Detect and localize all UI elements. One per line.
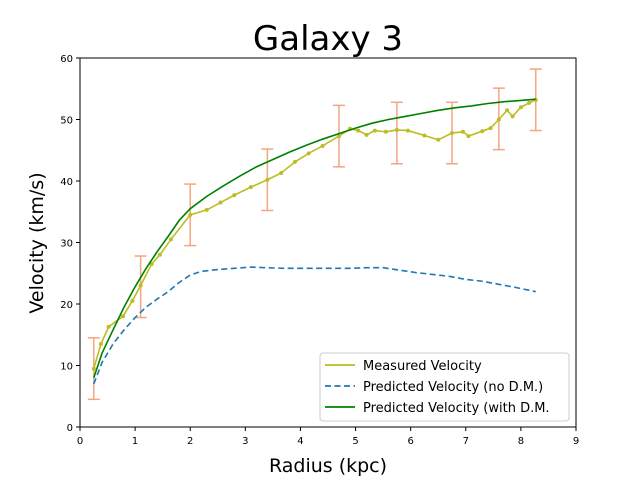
series-point: [436, 137, 441, 142]
series-point: [510, 114, 515, 119]
series-point: [157, 252, 162, 257]
series-point: [106, 324, 111, 329]
legend-box: [319, 352, 570, 422]
y-tick-label: 0: [67, 423, 73, 434]
series-line-2: [93, 98, 536, 379]
series-point: [383, 129, 388, 134]
series-point: [480, 129, 485, 134]
y-tick-label: 20: [60, 300, 73, 311]
x-tick-label: 3: [242, 436, 248, 447]
legend-label: Predicted Velocity (with D.M.: [363, 401, 550, 416]
y-tick-label: 50: [60, 116, 73, 127]
series-point: [168, 237, 173, 242]
series-point: [527, 100, 532, 105]
series-point: [496, 117, 501, 122]
series-point: [405, 128, 410, 133]
series-point: [265, 177, 270, 182]
x-tick-label: 7: [463, 436, 469, 447]
series-point: [98, 341, 103, 346]
series-point: [232, 193, 237, 198]
series-point: [204, 207, 209, 212]
series-point: [356, 128, 361, 133]
legend-label: Measured Velocity: [363, 359, 482, 374]
series-point: [279, 171, 284, 176]
y-tick-label: 10: [60, 362, 73, 373]
series-point: [320, 143, 325, 148]
series-point: [248, 185, 253, 190]
series-point: [518, 105, 523, 110]
plot-area: 0 1 2 3 4 5 6 7 8 9 0 10 20 30 40 50 60: [60, 54, 579, 447]
series-point: [394, 127, 399, 132]
y-tick-label: 30: [60, 239, 73, 250]
x-axis-label: Radius (kpc): [269, 455, 387, 477]
x-tick-label: 2: [187, 436, 193, 447]
y-tick-label: 60: [60, 54, 73, 65]
series-point: [450, 131, 454, 136]
x-tick-label: 8: [518, 436, 524, 447]
error-bar: [390, 101, 403, 165]
x-tick-label: 0: [77, 436, 83, 447]
series-point: [461, 129, 466, 134]
series-point: [466, 134, 471, 139]
series-point: [488, 126, 493, 131]
series-line-1: [93, 266, 536, 385]
series-point: [505, 108, 510, 113]
series-point: [372, 128, 377, 133]
x-tick-label: 1: [132, 436, 138, 447]
series-point: [91, 366, 96, 371]
series-point: [149, 262, 154, 267]
y-axis-label: Velocity (km/s): [26, 172, 48, 313]
legend-label: Predicted Velocity (no D.M.): [363, 380, 543, 395]
x-tick-label: 6: [407, 436, 413, 447]
legend: Measured Velocity Predicted Velocity (no …: [319, 352, 570, 422]
chart-title: Galaxy 3: [253, 19, 403, 59]
series-point: [337, 134, 342, 139]
series-point: [188, 212, 193, 217]
series-point: [292, 159, 297, 164]
series-point: [138, 283, 143, 288]
series-point: [218, 200, 223, 205]
series-point: [130, 298, 135, 303]
series-point: [364, 132, 369, 137]
x-tick-label: 4: [297, 436, 303, 447]
series-point: [306, 151, 311, 156]
y-tick-label: 40: [60, 177, 73, 188]
x-tick-label: 9: [573, 436, 579, 447]
series-point: [120, 314, 125, 319]
series-point: [422, 133, 427, 138]
x-tick-label: 5: [352, 436, 358, 447]
